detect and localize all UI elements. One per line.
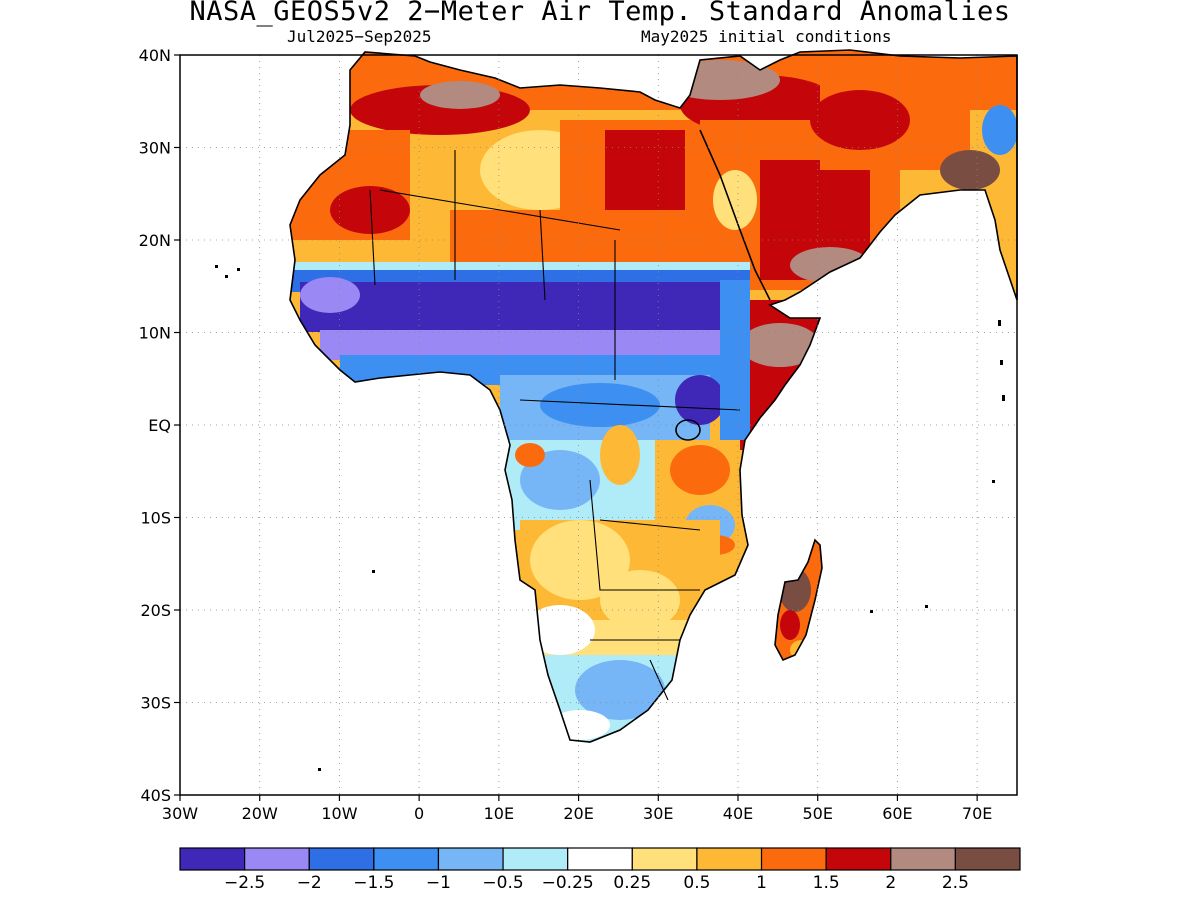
longitude-labels: 30W 20W 10W 0 10E 20E 30E 40E 50E 60E 70E xyxy=(162,804,992,823)
lat-label: EQ xyxy=(148,416,171,435)
lon-label: 40E xyxy=(723,804,753,823)
colorbar-label: −0.25 xyxy=(542,873,594,893)
lat-label: 20N xyxy=(139,231,171,250)
colorbar-label: −2 xyxy=(297,873,322,893)
colorbar-label: 0.25 xyxy=(613,873,651,893)
colorbar-label: −1.5 xyxy=(353,873,394,893)
colorbar-swatch xyxy=(308,847,375,871)
colorbar-swatch xyxy=(696,847,763,871)
initial-conditions: May2025 initial conditions xyxy=(641,27,892,46)
lon-label: 30W xyxy=(162,804,198,823)
colorbar-swatch xyxy=(437,847,504,871)
colorbar-label: 2.5 xyxy=(942,873,969,893)
lat-label: 10S xyxy=(140,509,171,528)
latitude-labels: 40N 30N 20N 10N EQ 10S 20S 30S 40S xyxy=(139,46,171,805)
colorbar-swatch xyxy=(890,847,956,871)
colorbar-label: 1 xyxy=(756,873,767,893)
colorbar xyxy=(179,847,1021,871)
colorbar-label: −1 xyxy=(426,873,451,893)
lon-label: 10W xyxy=(321,804,357,823)
lat-label: 10N xyxy=(139,324,171,343)
lon-label: 10E xyxy=(484,804,514,823)
colorbar-swatch xyxy=(373,847,440,871)
lat-label: 40S xyxy=(140,786,171,805)
colorbar-label: 1.5 xyxy=(813,873,840,893)
colorbar-swatch xyxy=(760,847,827,871)
colorbar-label: −2.5 xyxy=(224,873,265,893)
lon-label: 30E xyxy=(643,804,673,823)
colorbar-swatch xyxy=(825,847,892,871)
colorbar-label: 0.5 xyxy=(683,873,710,893)
lon-label: 20E xyxy=(563,804,593,823)
lon-label: 60E xyxy=(882,804,912,823)
colorbar-swatch xyxy=(567,847,633,871)
colorbar-swatch xyxy=(502,847,569,871)
colorbar-swatch xyxy=(179,847,246,871)
lon-label: 20W xyxy=(242,804,278,823)
lat-label: 40N xyxy=(139,46,171,65)
colorbar-swatch xyxy=(244,847,310,871)
lon-label: 50E xyxy=(802,804,832,823)
colorbar-label: −0.5 xyxy=(482,873,523,893)
colorbar-swatch xyxy=(631,847,698,871)
colorbar-labels: −2.5 −2 −1.5 −1 −0.5 −0.25 0.25 0.5 1 1.5 2 2.5 xyxy=(224,873,969,893)
colorbar-swatch xyxy=(954,847,1021,871)
lat-label: 20S xyxy=(140,601,171,620)
lat-label: 30N xyxy=(139,139,171,158)
axis-ticks xyxy=(174,54,978,801)
islands xyxy=(215,265,1005,771)
coastline xyxy=(289,49,1018,743)
lat-label: 30S xyxy=(140,694,171,713)
lon-label: 70E xyxy=(962,804,992,823)
lon-label: 0 xyxy=(414,804,424,823)
colorbar-label: 2 xyxy=(885,873,896,893)
chart-title: NASA_GEOS5v2 2−Meter Air Temp. Standard … xyxy=(189,0,1011,27)
forecast-period: Jul2025−Sep2025 xyxy=(287,27,432,46)
